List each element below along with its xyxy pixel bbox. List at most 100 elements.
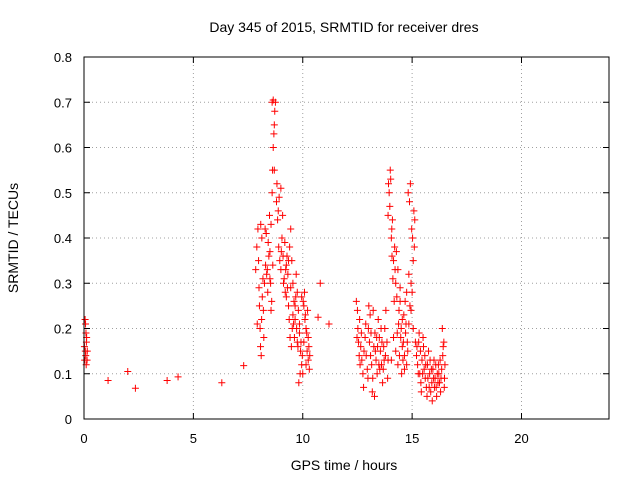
data-point — [427, 388, 435, 396]
data-point — [364, 325, 372, 332]
data-point — [423, 392, 431, 400]
data-point — [410, 207, 418, 215]
data-point — [371, 392, 378, 400]
data-point — [282, 261, 290, 269]
data-point — [387, 356, 395, 364]
data-point — [262, 261, 270, 269]
data-point — [388, 216, 396, 224]
data-point — [397, 325, 405, 332]
data-point — [406, 180, 414, 188]
data-point — [356, 361, 364, 369]
data-point — [403, 361, 411, 369]
y-tick-label: 0.6 — [54, 141, 72, 156]
chart-title: Day 345 of 2015, SRMTID for receiver dre… — [209, 19, 478, 35]
data-point — [395, 320, 403, 328]
data-point — [373, 370, 381, 378]
data-point — [409, 234, 417, 242]
data-point — [264, 239, 272, 247]
data-point — [269, 261, 277, 269]
data-point — [258, 234, 266, 242]
data-point — [374, 343, 382, 351]
data-point — [280, 275, 288, 283]
data-point — [255, 257, 263, 265]
data-point — [280, 279, 287, 287]
data-point — [417, 388, 425, 396]
data-point — [369, 306, 377, 314]
data-point — [304, 306, 312, 314]
y-tick-label: 0.1 — [54, 367, 72, 382]
data-point — [376, 365, 384, 373]
data-point — [428, 379, 436, 387]
data-point — [382, 306, 390, 314]
data-point — [298, 352, 306, 360]
data-point — [302, 361, 310, 369]
data-points — [80, 96, 449, 405]
grid-lines — [84, 57, 609, 419]
data-point — [258, 293, 266, 301]
data-point — [274, 216, 282, 224]
data-point — [440, 383, 448, 391]
data-point — [304, 356, 312, 364]
data-point — [297, 347, 305, 355]
data-point — [292, 270, 300, 278]
data-point — [275, 193, 283, 201]
data-point — [374, 315, 382, 323]
data-point — [276, 257, 284, 265]
x-axis-title: GPS time / hours — [291, 457, 398, 473]
data-point — [254, 225, 262, 233]
data-point — [357, 329, 365, 337]
data-point — [393, 329, 401, 337]
data-point — [386, 202, 394, 210]
data-point — [413, 352, 420, 360]
data-point — [386, 166, 394, 174]
data-point — [296, 370, 304, 378]
data-point — [163, 377, 171, 385]
x-tick-label: 15 — [405, 431, 419, 446]
data-point — [373, 334, 381, 342]
data-point — [395, 306, 403, 314]
data-point — [372, 356, 380, 364]
data-point — [273, 198, 280, 206]
data-point — [364, 374, 372, 382]
data-point — [259, 306, 267, 314]
data-point — [392, 347, 400, 355]
data-point — [405, 270, 413, 278]
data-point — [361, 334, 369, 342]
data-point — [391, 243, 399, 251]
data-point — [421, 352, 429, 360]
data-point — [267, 306, 275, 314]
data-point — [294, 306, 302, 314]
data-point — [301, 311, 309, 319]
data-point — [257, 352, 265, 360]
data-point — [274, 207, 282, 215]
data-point — [355, 338, 363, 346]
data-point — [438, 365, 446, 373]
data-point — [262, 229, 270, 237]
data-point — [380, 343, 388, 351]
data-point — [413, 343, 421, 351]
data-point — [437, 388, 445, 396]
data-point — [399, 356, 407, 364]
data-point — [263, 266, 271, 274]
data-point — [426, 370, 434, 378]
data-point — [434, 379, 442, 387]
data-point — [290, 334, 298, 342]
data-point — [277, 184, 285, 192]
data-point — [301, 288, 308, 296]
data-point — [417, 379, 425, 387]
data-point — [388, 225, 396, 233]
data-point — [290, 297, 298, 305]
data-point — [287, 284, 295, 292]
data-point — [277, 248, 285, 256]
data-point — [420, 343, 427, 351]
data-point — [360, 347, 368, 355]
data-point — [260, 279, 268, 287]
data-point — [218, 379, 226, 387]
data-point — [269, 96, 277, 104]
data-point — [267, 279, 275, 287]
data-point — [439, 343, 447, 351]
data-point — [285, 315, 293, 323]
data-point — [300, 302, 308, 310]
data-point — [366, 311, 374, 319]
data-point — [240, 362, 248, 370]
